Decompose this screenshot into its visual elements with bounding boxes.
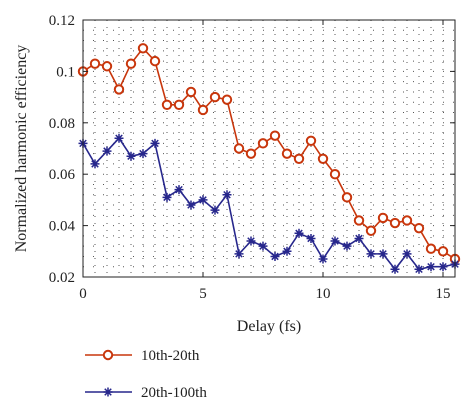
data-point [221,94,233,105]
data-point [402,249,412,259]
data-point [341,192,353,203]
data-point [234,249,244,259]
series-line [82,136,456,271]
data-point [425,243,437,254]
y-tick-label: 0.06 [49,167,76,183]
data-point [426,262,436,272]
data-point [282,246,292,256]
data-point [389,217,401,229]
data-point [378,249,388,259]
legend-label: 20th-100th [141,385,207,401]
y-tick-label: 0.02 [49,270,75,286]
data-point [210,205,220,215]
data-point [294,228,304,238]
y-tick-label: 0.04 [49,219,76,235]
data-point [258,241,268,251]
data-point [269,130,281,141]
data-point [126,151,136,161]
data-point [185,86,197,98]
data-point [138,149,148,159]
data-point [198,195,208,205]
data-point [318,254,328,264]
data-point [222,190,232,200]
data-point [233,143,245,154]
data-point [197,104,209,116]
data-point [317,153,329,164]
plot-frame [82,19,456,278]
data-point [209,91,221,103]
series-layer [77,43,461,274]
legend-marker [103,387,113,397]
data-point [137,43,149,54]
legend: 10th-20th 20th-100th [85,348,207,401]
data-point [354,233,364,243]
data-point [89,58,101,69]
y-tick-label: 0.12 [49,13,75,29]
legend-item: 20th-100th [85,385,207,401]
data-point [114,133,124,143]
data-point [330,236,340,246]
data-point [102,146,112,156]
data-point [245,148,257,159]
data-point [270,251,280,261]
legend-item: 10th-20th [85,348,200,364]
data-point [305,135,317,146]
data-point [113,84,125,95]
data-point [162,192,172,202]
data-point [437,246,449,257]
x-tick-label: 15 [436,286,451,302]
data-point [149,55,161,67]
data-point [414,264,424,274]
data-point [366,249,376,259]
y-axis-label: Normalized harmonic efficiency [13,45,30,253]
data-point [161,99,173,111]
series-2 [78,133,460,274]
data-point [342,241,352,251]
y-tick-label: 0.1 [56,64,75,80]
grid [83,20,455,277]
data-point [365,225,377,236]
data-point [329,169,341,180]
data-point [173,99,185,111]
ticks: 0 5 10 15 0.02 0.04 0.06 0.08 0.1 0.12 [49,13,455,302]
data-point [257,138,269,149]
data-point [125,58,137,69]
data-point [353,215,365,226]
legend-marker [102,349,114,361]
data-point [150,138,160,148]
data-point [101,61,113,72]
x-axis-label: Delay (fs) [237,318,301,335]
series-1 [77,43,461,265]
y-tick-label: 0.08 [49,116,75,132]
data-point [377,212,389,224]
data-point [246,236,256,246]
data-point [438,262,448,272]
data-point [281,148,293,159]
legend-label: 10th-20th [141,348,200,364]
x-tick-label: 10 [316,286,331,302]
data-point [186,200,196,210]
data-point [390,264,400,274]
data-point [174,185,184,195]
x-tick-label: 5 [199,286,207,302]
data-point [293,153,305,164]
x-tick-label: 0 [79,286,87,302]
data-point [306,233,316,243]
data-point [413,222,425,234]
data-point [401,215,413,226]
data-point [90,159,100,169]
